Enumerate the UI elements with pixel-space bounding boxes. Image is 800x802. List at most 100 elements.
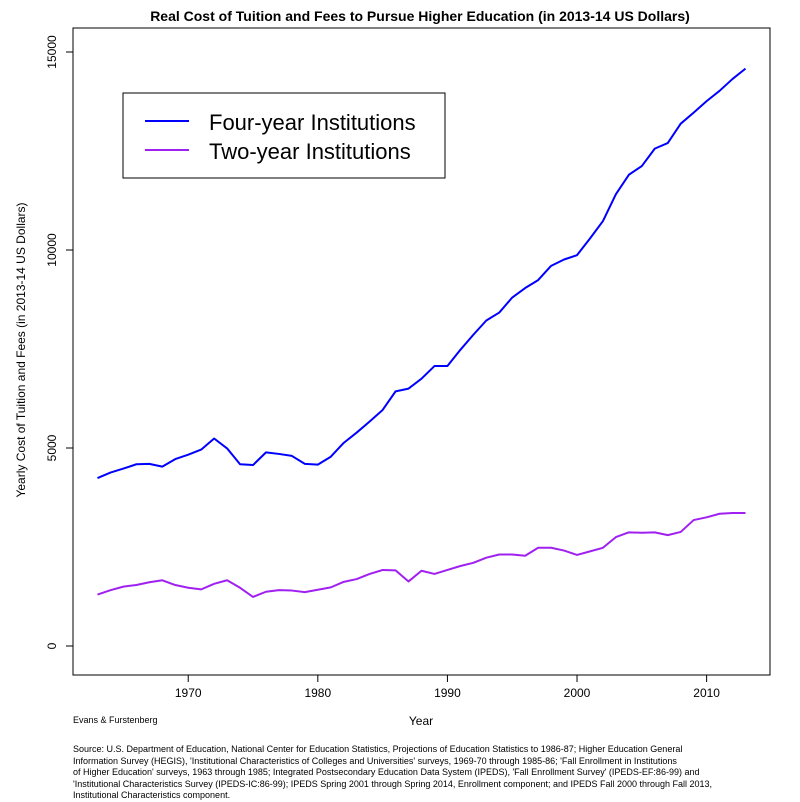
- data-point-four-year-institutions: [563, 259, 565, 261]
- data-point-four-year-institutions: [537, 279, 539, 281]
- y-tick-label: 0: [45, 642, 59, 649]
- data-point-two-year-institutions: [421, 570, 423, 572]
- data-point-two-year-institutions: [576, 554, 578, 556]
- data-point-two-year-institutions: [472, 562, 474, 564]
- y-axis: 0 5000 10000 15000: [45, 35, 74, 649]
- data-point-two-year-institutions: [602, 547, 604, 549]
- data-point-four-year-institutions: [628, 174, 630, 176]
- y-axis-label: Yearly Cost of Tuition and Fees (in 2013…: [14, 202, 28, 497]
- data-point-two-year-institutions: [174, 584, 176, 586]
- data-point-two-year-institutions: [498, 554, 500, 556]
- data-point-two-year-institutions: [148, 581, 150, 583]
- data-point-two-year-institutions: [719, 513, 721, 515]
- data-point-four-year-institutions: [524, 287, 526, 289]
- data-point-two-year-institutions: [485, 557, 487, 559]
- data-point-two-year-institutions: [693, 519, 695, 521]
- y-tick-label: 15000: [45, 35, 59, 69]
- data-point-two-year-institutions: [161, 579, 163, 581]
- data-point-two-year-institutions: [511, 554, 513, 556]
- x-tick-label: 1980: [304, 686, 331, 700]
- data-point-four-year-institutions: [576, 254, 578, 256]
- x-tick-label: 2000: [564, 686, 591, 700]
- data-point-four-year-institutions: [226, 447, 228, 449]
- data-point-two-year-institutions: [615, 536, 617, 538]
- data-point-four-year-institutions: [498, 312, 500, 314]
- data-point-four-year-institutions: [382, 409, 384, 411]
- legend-label-two-year: Two-year Institutions: [209, 139, 411, 164]
- data-point-four-year-institutions: [693, 112, 695, 114]
- data-point-four-year-institutions: [550, 265, 552, 267]
- data-point-four-year-institutions: [602, 220, 604, 222]
- series-line-four-year-institutions: [97, 67, 747, 480]
- data-point-two-year-institutions: [369, 573, 371, 575]
- legend-box: [122, 92, 446, 179]
- data-point-four-year-institutions: [304, 463, 306, 465]
- data-point-four-year-institutions: [369, 420, 371, 422]
- data-point-two-year-institutions: [395, 569, 397, 571]
- data-point-four-year-institutions: [161, 466, 163, 468]
- credit-text: Evans & Furstenberg: [73, 715, 158, 725]
- data-point-four-year-institutions: [239, 463, 241, 465]
- data-point-two-year-institutions: [252, 596, 254, 598]
- data-point-two-year-institutions: [537, 547, 539, 549]
- data-point-two-year-institutions: [524, 555, 526, 557]
- data-point-four-year-institutions: [615, 193, 617, 195]
- x-tick-label: 1970: [175, 686, 202, 700]
- data-point-four-year-institutions: [745, 68, 747, 70]
- data-point-two-year-institutions: [732, 512, 734, 514]
- data-point-two-year-institutions: [187, 587, 189, 589]
- data-point-four-year-institutions: [174, 458, 176, 460]
- data-point-two-year-institutions: [408, 580, 410, 582]
- data-point-two-year-institutions: [745, 512, 747, 514]
- data-point-four-year-institutions: [252, 464, 254, 466]
- data-point-four-year-institutions: [641, 165, 643, 167]
- data-point-two-year-institutions: [628, 531, 630, 533]
- data-point-two-year-institutions: [550, 547, 552, 549]
- data-point-four-year-institutions: [97, 477, 99, 479]
- data-point-two-year-institutions: [446, 569, 448, 571]
- data-point-two-year-institutions: [213, 583, 215, 585]
- data-point-four-year-institutions: [654, 148, 656, 150]
- data-point-two-year-institutions: [563, 550, 565, 552]
- legend-label-four-year: Four-year Institutions: [209, 110, 416, 135]
- data-point-two-year-institutions: [654, 531, 656, 533]
- data-point-two-year-institutions: [304, 591, 306, 593]
- data-point-four-year-institutions: [433, 365, 435, 367]
- data-point-two-year-institutions: [589, 550, 591, 552]
- data-point-four-year-institutions: [356, 432, 358, 434]
- data-point-two-year-institutions: [680, 531, 682, 533]
- data-point-two-year-institutions: [356, 578, 358, 580]
- data-point-four-year-institutions: [680, 123, 682, 125]
- data-point-four-year-institutions: [213, 437, 215, 439]
- data-point-four-year-institutions: [421, 378, 423, 380]
- data-point-four-year-institutions: [278, 453, 280, 455]
- data-point-four-year-institutions: [343, 442, 345, 444]
- data-point-four-year-institutions: [317, 464, 319, 466]
- data-point-four-year-institutions: [148, 463, 150, 465]
- data-point-four-year-institutions: [395, 390, 397, 392]
- data-point-four-year-institutions: [511, 297, 513, 299]
- data-point-two-year-institutions: [291, 590, 293, 592]
- data-point-four-year-institutions: [408, 388, 410, 390]
- data-point-four-year-institutions: [291, 455, 293, 457]
- data-point-four-year-institutions: [732, 78, 734, 80]
- x-tick-label: 1990: [434, 686, 461, 700]
- data-point-four-year-institutions: [135, 463, 137, 465]
- data-point-two-year-institutions: [706, 516, 708, 518]
- data-point-two-year-institutions: [135, 584, 137, 586]
- data-point-two-year-institutions: [200, 588, 202, 590]
- data-point-four-year-institutions: [667, 142, 669, 144]
- y-tick-label: 5000: [45, 434, 59, 461]
- data-point-two-year-institutions: [641, 532, 643, 534]
- y-tick-label: 10000: [45, 233, 59, 267]
- data-point-four-year-institutions: [187, 454, 189, 456]
- legend: Four-year Institutions Two-year Institut…: [122, 92, 446, 179]
- data-point-two-year-institutions: [278, 589, 280, 591]
- data-point-two-year-institutions: [265, 591, 267, 593]
- series-lines: [97, 67, 747, 598]
- data-point-two-year-institutions: [382, 569, 384, 571]
- data-point-four-year-institutions: [109, 472, 111, 474]
- chart-title: Real Cost of Tuition and Fees to Pursue …: [150, 8, 690, 24]
- data-point-two-year-institutions: [459, 565, 461, 567]
